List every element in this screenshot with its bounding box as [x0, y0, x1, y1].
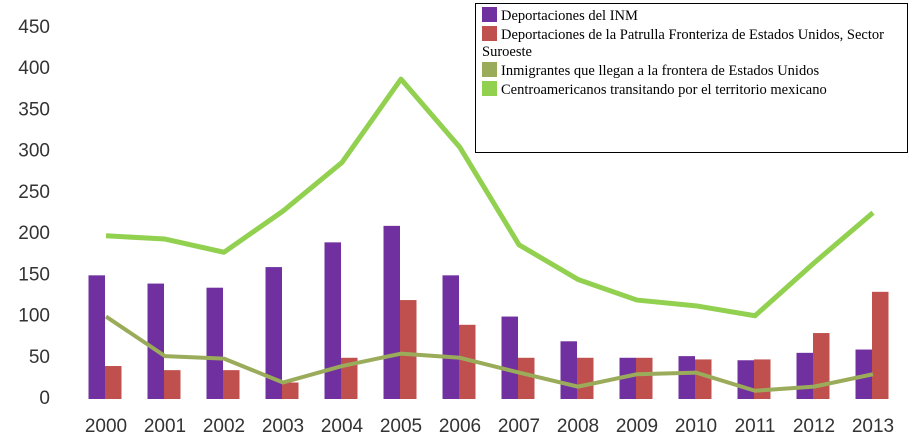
- legend-swatch: [482, 62, 497, 77]
- y-tick-label: 300: [18, 141, 50, 162]
- x-tick-label: 2012: [793, 416, 835, 437]
- legend-item: Deportaciones de la Patrulla Fronteriza …: [482, 26, 903, 61]
- x-tick-label: 2010: [675, 416, 717, 437]
- x-tick-label: 2011: [735, 416, 776, 437]
- bar: [206, 287, 223, 399]
- bar: [754, 359, 771, 399]
- bar: [442, 275, 459, 399]
- x-tick-label: 2000: [85, 416, 127, 437]
- legend-item: Deportaciones del INM: [482, 7, 903, 25]
- bar: [459, 324, 476, 399]
- x-tick-label: 2009: [616, 416, 658, 437]
- legend-item: Centroamericanos transitando por el terr…: [482, 81, 903, 99]
- bar: [400, 300, 417, 399]
- y-tick-label: 200: [18, 223, 50, 244]
- bar: [223, 370, 240, 399]
- x-tick-label: 2007: [498, 416, 540, 437]
- legend-label: Deportaciones del INM: [501, 8, 638, 24]
- y-tick-label: 150: [18, 264, 50, 285]
- bar: [813, 333, 830, 399]
- legend-swatch: [482, 81, 497, 96]
- y-tick-label: 400: [18, 58, 50, 79]
- bar: [383, 225, 400, 399]
- bar: [636, 357, 653, 399]
- legend-label: Centroamericanos transitando por el terr…: [501, 82, 827, 98]
- x-tick-label: 2005: [380, 416, 422, 437]
- legend-item: Inmigrantes que llegan a la frontera de …: [482, 62, 903, 80]
- bar: [560, 341, 577, 399]
- bar: [501, 316, 518, 399]
- bar: [341, 357, 358, 399]
- bar: [324, 242, 341, 399]
- y-tick-label: 250: [18, 182, 50, 203]
- y-tick-label: 450: [18, 17, 50, 38]
- x-tick-label: 2013: [852, 416, 894, 437]
- bar: [619, 357, 636, 399]
- bar: [695, 359, 712, 399]
- bar: [282, 382, 299, 399]
- legend-label: Inmigrantes que llegan a la frontera de …: [501, 63, 820, 79]
- bar: [737, 360, 754, 399]
- legend-label: Deportaciones de la Patrulla Fronteriza …: [482, 27, 884, 60]
- x-tick-label: 2001: [144, 416, 186, 437]
- y-tick-label: 350: [18, 99, 50, 120]
- bar: [147, 283, 164, 399]
- bar: [872, 291, 889, 399]
- legend: Deportaciones del INM Deportaciones de la…: [475, 3, 908, 153]
- y-tick-label: 100: [18, 306, 50, 327]
- x-tick-label: 2004: [321, 416, 364, 437]
- line: [104, 314, 874, 393]
- bar: [88, 275, 105, 399]
- x-tick-label: 2003: [262, 416, 304, 437]
- legend-swatch: [482, 7, 497, 22]
- bar: [678, 356, 695, 399]
- x-tick-label: 2006: [439, 416, 481, 437]
- bar: [105, 366, 122, 399]
- bar: [518, 357, 535, 399]
- x-tick-label: 2008: [557, 416, 599, 437]
- bar: [577, 357, 594, 399]
- legend-swatch: [482, 26, 497, 41]
- bar: [796, 352, 813, 399]
- bar: [164, 370, 181, 399]
- x-tick-label: 2002: [203, 416, 245, 437]
- y-tick-label: 50: [29, 347, 50, 368]
- line: [105, 76, 875, 319]
- bar: [265, 267, 282, 399]
- y-tick-label: 0: [39, 388, 50, 409]
